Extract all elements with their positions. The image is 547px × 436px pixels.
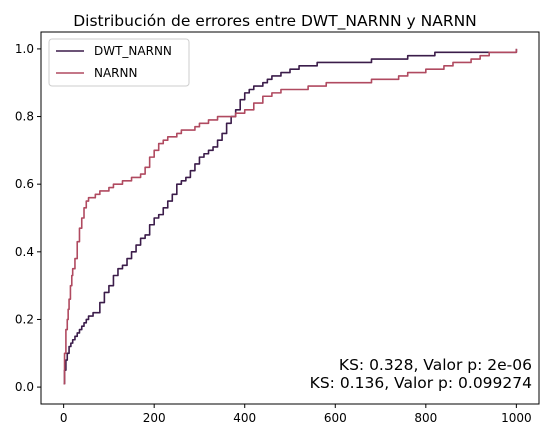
plot-frame: [40, 31, 540, 405]
ks-annotation-line-2: KS: 0.136, Valor p: 0.099274: [310, 374, 532, 392]
series-layer: [63, 48, 518, 385]
x-tick-label: 0: [60, 411, 68, 425]
x-tick-label: 800: [414, 411, 437, 425]
y-tick-label: 0.2: [15, 312, 34, 326]
x-tick-label: 1000: [501, 411, 532, 425]
y-tick-label: 0.0: [15, 380, 34, 394]
x-tick-label: 600: [324, 411, 347, 425]
y-tick-label: 0.6: [15, 177, 34, 191]
ks-annotation-line-1: KS: 0.328, Valor p: 2e-06: [339, 356, 532, 374]
y-tick-label: 0.8: [15, 110, 34, 124]
ticks-layer: 0 200 400 600 800 1000 0.0 0.2 0.4 0.6 0.8 1.0: [15, 42, 532, 425]
x-tick-label: 400: [233, 411, 256, 425]
y-tick-label: 1.0: [15, 42, 34, 56]
series-line-narnn: [63, 48, 518, 385]
legend-label-narnn: NARNN: [94, 66, 137, 80]
legend-label-dwt-narnn: DWT_NARNN: [94, 44, 172, 58]
legend: DWT_NARNN NARNN: [48, 38, 190, 87]
series-line-dwt-narnn: [63, 48, 518, 385]
x-tick-label: 200: [143, 411, 166, 425]
chart-title: Distribución de errores entre DWT_NARNN …: [73, 12, 477, 31]
y-tick-label: 0.4: [15, 245, 34, 259]
